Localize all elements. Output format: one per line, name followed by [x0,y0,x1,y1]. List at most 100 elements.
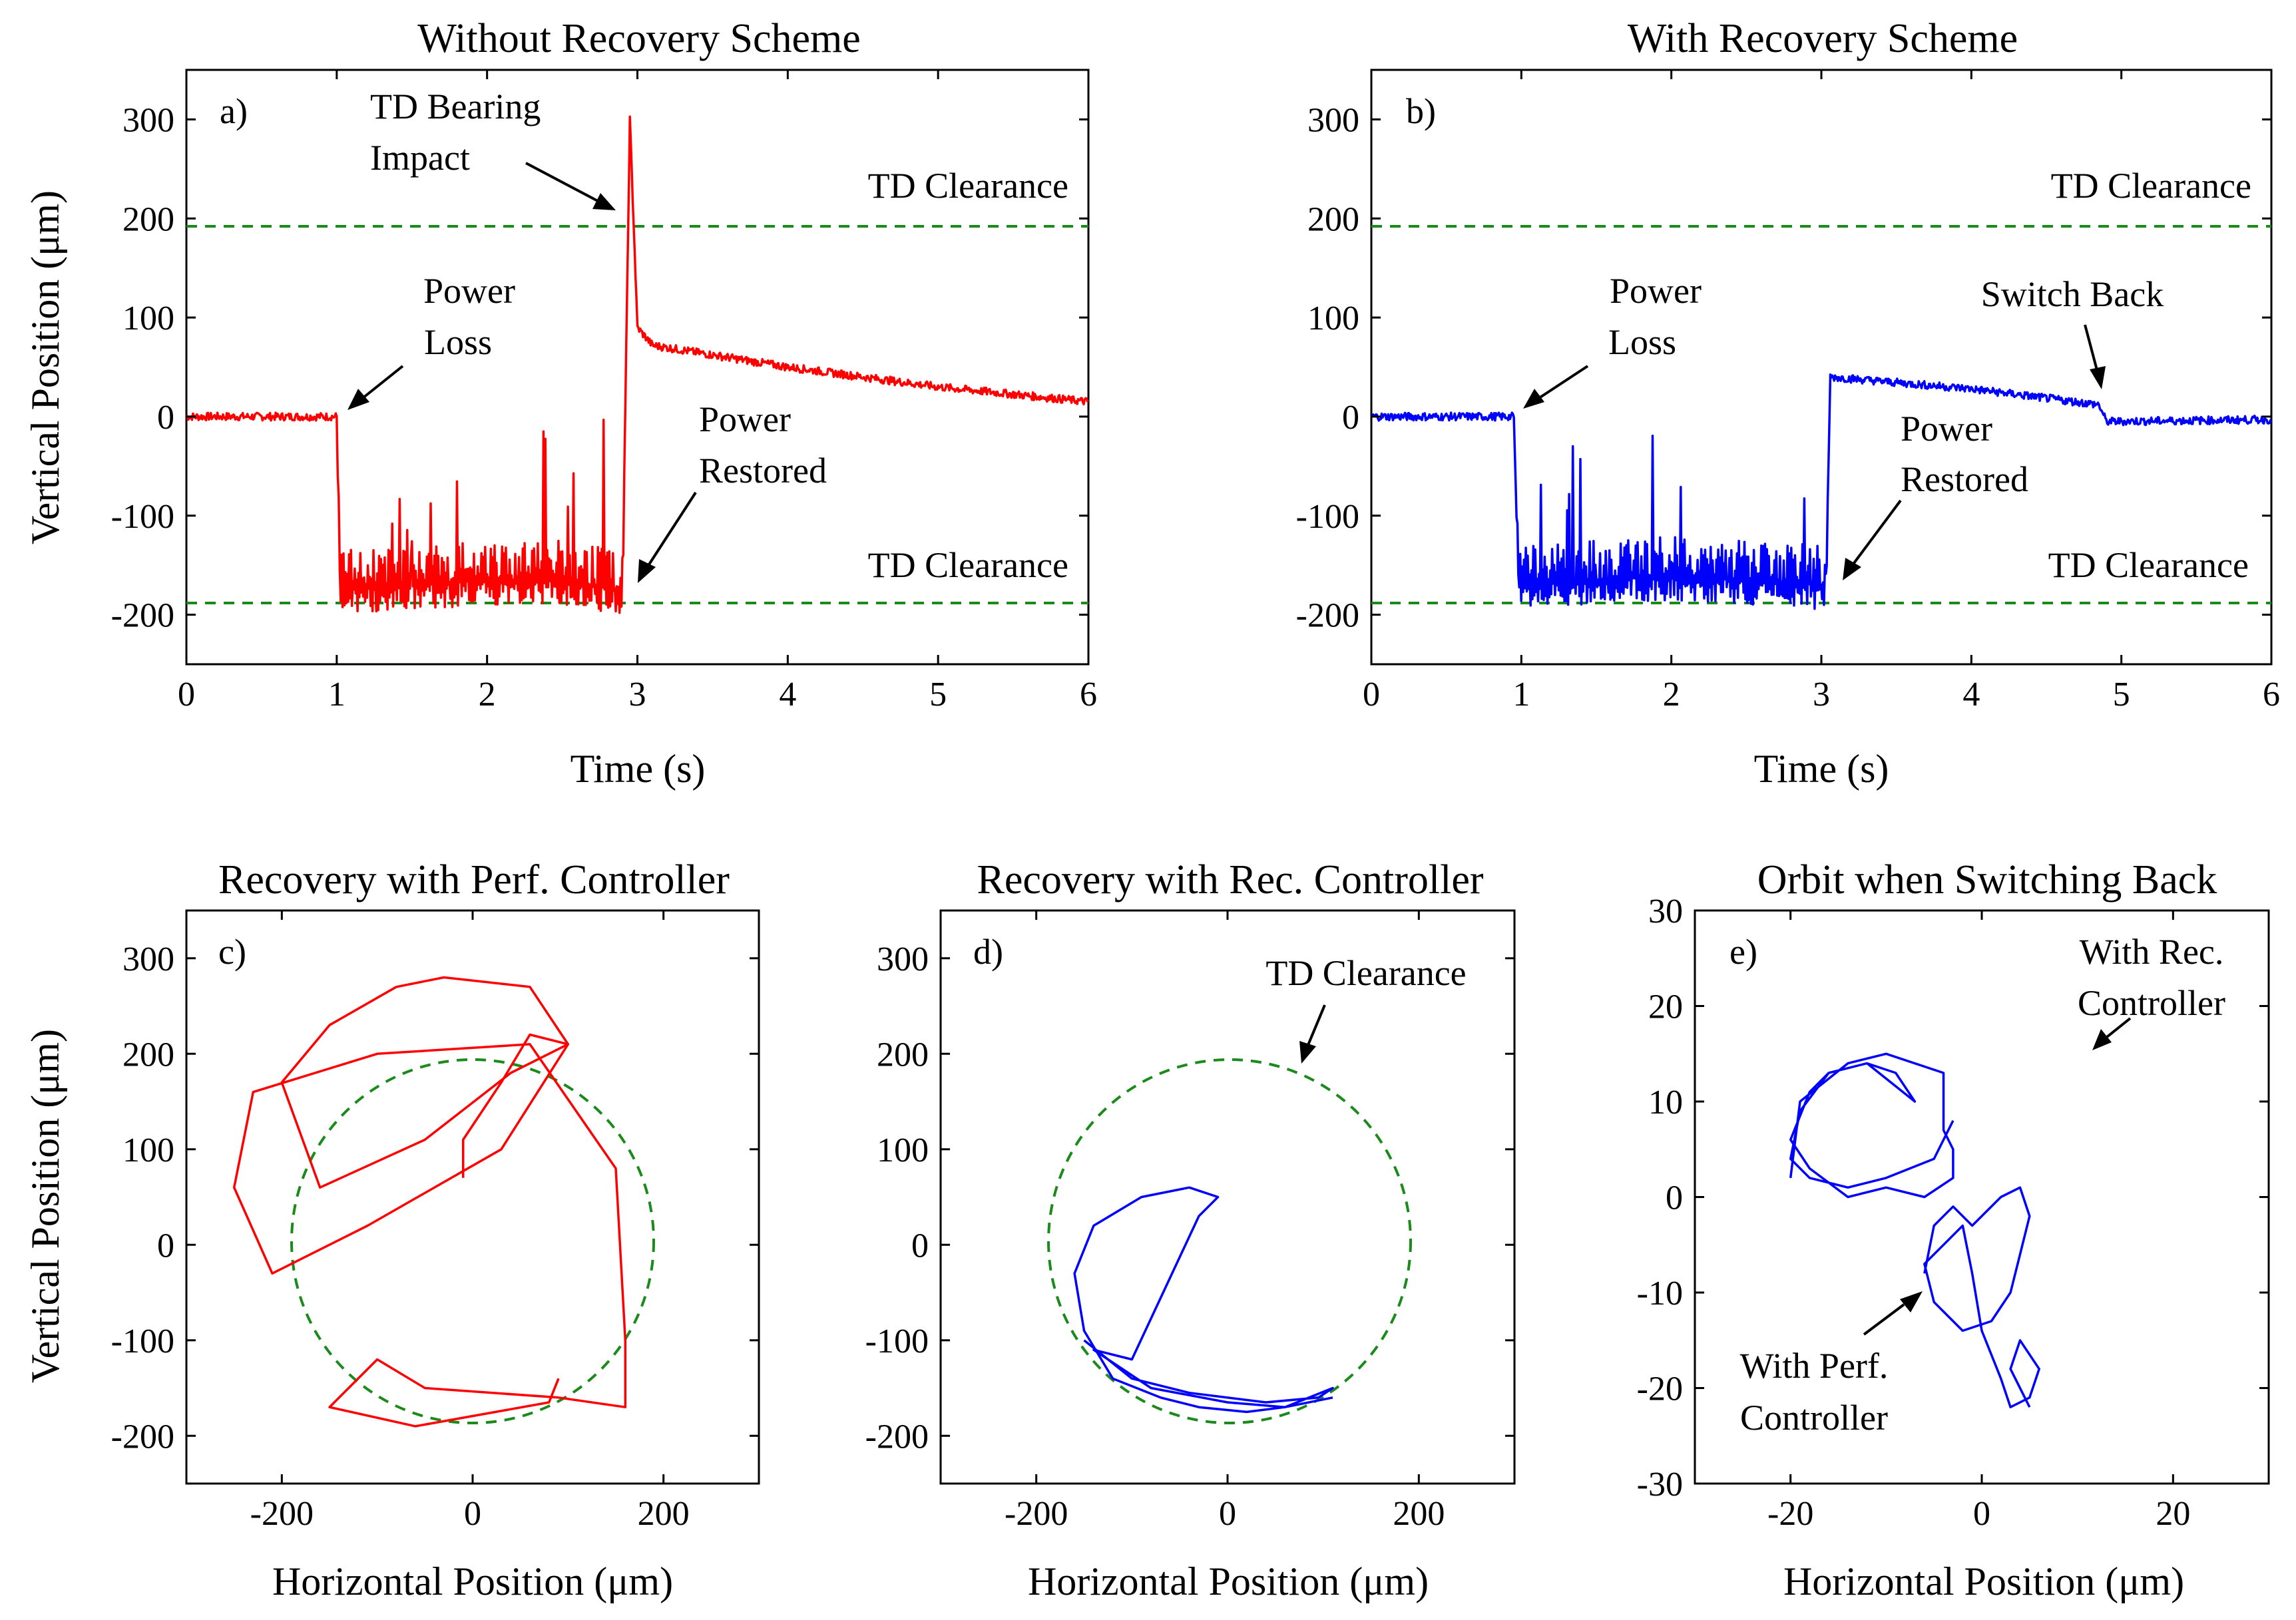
panel-a-td-impact-line1: TD Bearing [370,87,541,126]
panel-e-title: Orbit when Switching Back [1757,857,2217,903]
x-tick-label: 6 [2263,676,2280,713]
x-tick-label: 4 [1962,676,1980,713]
panel-d-y-ticks: -200 -100 0 100 200 300 [865,940,1514,1456]
x-tick-label: 5 [2113,676,2130,713]
x-tick-label: 3 [629,676,646,713]
panel-e-rec-controller-line2: Controller [2078,983,2225,1023]
y-tick-label: 300 [877,940,929,978]
y-tick-label: -20 [1637,1370,1683,1408]
panel-a-label: a) [220,91,248,131]
x-tick-label: -200 [1005,1495,1068,1533]
panel-b-signal [1371,373,2273,610]
panel-a-power-loss-line1: Power [423,271,515,311]
x-tick-label: 0 [464,1495,481,1533]
panel-b-x-ticks: 0 1 2 3 4 5 6 [1363,70,2280,713]
panel-b-power-restored-arrow [1843,499,1902,580]
panel-e-orbit-rec [1789,1052,1954,1199]
panel-a-y-ticks: -200 -100 0 100 200 300 [111,101,1088,635]
x-tick-label: 20 [2156,1495,2190,1533]
y-tick-label: 0 [157,1227,174,1265]
panel-b-power-loss-line2: Loss [1608,322,1676,362]
x-tick-label: 2 [1663,676,1680,713]
panel-a-xlabel: Time (s) [571,747,706,791]
x-tick-label: 0 [178,676,195,713]
panel-d: Recovery with Rec. Controller -200 0 200 -… [865,857,1516,1603]
y-tick-label: 30 [1648,893,1683,930]
panel-b-td-clearance-upper: TD Clearance [2051,166,2251,206]
panel-d-clearance-circle [1047,1058,1412,1424]
panel-b-switch-back-arrow [2084,324,2106,389]
y-tick-label: 200 [1307,200,1359,238]
panel-e-xlabel: Horizontal Position (μm) [1783,1559,2184,1603]
panel-d-x-ticks: -200 0 200 [1005,911,1445,1533]
panel-a-title: Without Recovery Scheme [417,16,861,61]
x-tick-label: 1 [328,676,345,713]
x-tick-label: 200 [638,1495,690,1533]
panel-e-perf-controller-line2: Controller [1740,1398,1888,1438]
panel-a-power-restored-arrow [638,491,697,583]
panel-c-orbit [232,976,627,1428]
panel-c-ylabel: Vertical Position (μm) [23,1029,67,1383]
panel-c-frame [185,909,760,1485]
y-tick-label: 100 [1307,300,1359,337]
y-tick-label: -10 [1637,1275,1683,1313]
y-tick-label: -100 [1296,498,1359,536]
x-tick-label: 0 [1973,1495,1990,1533]
panel-c-y-ticks: -200 -100 0 100 200 300 [111,940,759,1456]
panel-a: Without Recovery Scheme 0 1 2 3 4 5 6 -200 -100… [23,16,1097,791]
y-tick-label: 200 [122,200,174,238]
panel-a-td-impact-arrow [525,162,616,210]
panel-c-title: Recovery with Perf. Controller [218,857,730,903]
panel-a-power-loss-line2: Loss [424,322,492,362]
y-tick-label: -100 [111,498,174,536]
y-tick-label: 300 [1307,101,1359,139]
panel-b-power-loss-line1: Power [1610,271,1702,311]
x-tick-label: 5 [929,676,947,713]
panel-b-label: b) [1406,91,1436,131]
y-tick-label: 10 [1648,1084,1683,1121]
x-tick-label: 1 [1512,676,1530,713]
panel-b-title: With Recovery Scheme [1628,16,2018,61]
panel-b-power-restored-line2: Restored [1901,459,2028,499]
panel-b-power-loss-arrow [1523,365,1589,409]
panel-e-orbit-perf [1923,1186,2040,1408]
panel-d-orbit [1073,1186,1334,1414]
panel-b-switch-back: Switch Back [1981,274,2164,314]
y-tick-label: 0 [1342,399,1359,437]
y-tick-label: 0 [157,399,174,437]
y-tick-label: 200 [122,1036,174,1074]
y-tick-label: 0 [1666,1179,1683,1217]
y-tick-label: -200 [111,1418,174,1456]
panel-b: With Recovery Scheme 0 1 2 3 4 5 6 -200 -100 0 10… [1296,16,2280,791]
y-tick-label: -100 [865,1322,929,1360]
panel-b-xlabel: Time (s) [1754,747,1889,791]
panel-a-td-clearance-upper: TD Clearance [868,166,1068,206]
y-tick-label: 300 [122,940,174,978]
panel-e: Orbit when Switching Back -20 0 20 -30-20-… [1637,857,2270,1603]
y-tick-label: -200 [111,597,174,635]
panel-c-label: c) [218,932,246,972]
panel-b-td-clearance-lower: TD Clearance [2048,545,2249,585]
panel-d-label: d) [973,932,1003,972]
y-tick-label: 0 [911,1227,929,1265]
x-tick-label: 4 [779,676,796,713]
panel-e-x-ticks: -20 0 20 [1767,911,2190,1533]
y-tick-label: -200 [865,1418,929,1456]
x-tick-label: 2 [479,676,496,713]
y-tick-label: -100 [111,1322,174,1360]
panel-a-power-loss-arrow [347,365,404,410]
panel-d-td-clearance-arrow [1299,1004,1326,1064]
y-tick-label: -30 [1637,1466,1683,1504]
panel-c-xlabel: Horizontal Position (μm) [272,1559,673,1603]
y-tick-label: 20 [1648,988,1683,1026]
x-tick-label: -20 [1767,1495,1813,1533]
panel-c: Recovery with Perf. Controller -200 0 200 … [23,857,760,1603]
panel-d-title: Recovery with Rec. Controller [977,857,1483,903]
panel-e-rec-controller-arrow [2092,1017,2132,1050]
y-tick-label: 100 [122,1131,174,1169]
y-tick-label: 300 [122,101,174,139]
panel-e-y-ticks: -30 -20 -10 0 10 20 30 [1637,893,2269,1504]
panel-b-power-restored-line1: Power [1901,409,1992,449]
panel-a-power-restored-line1: Power [699,399,791,439]
